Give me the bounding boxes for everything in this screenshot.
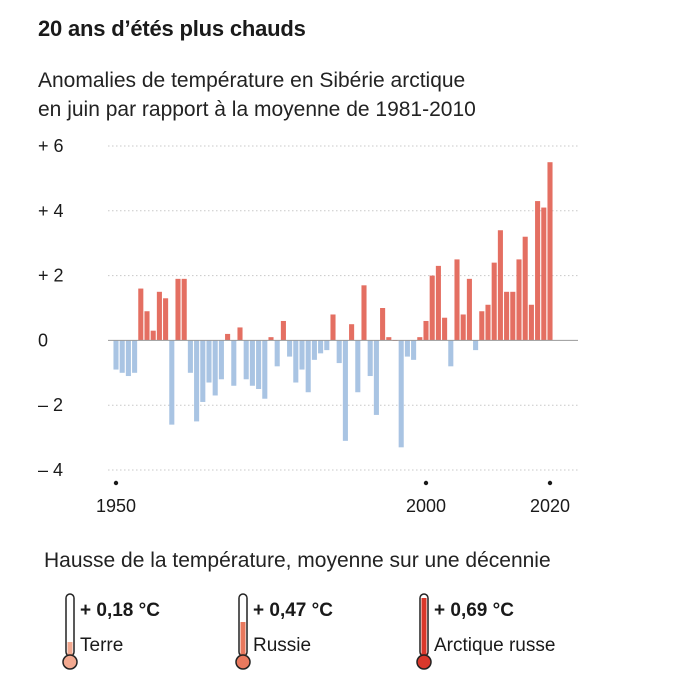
bar [156, 291, 162, 341]
bar [274, 340, 280, 367]
bar [479, 311, 485, 341]
bar [280, 320, 286, 341]
bar [367, 340, 373, 377]
bar [404, 340, 410, 357]
bar [516, 259, 522, 341]
bar [256, 340, 262, 389]
bar [504, 291, 510, 341]
bar [522, 236, 528, 341]
x-tick-mark [423, 480, 429, 486]
bar [237, 327, 243, 341]
legend-title: Hausse de la température, moyenne sur un… [44, 549, 551, 572]
legend-label: Russie [253, 635, 312, 656]
y-tick-label: 0 [38, 330, 48, 350]
bar-chart: + 6 + 4 + 2 0 – 2 – 4 1950 2000 2020 [38, 136, 578, 516]
bar [528, 304, 534, 341]
bar [268, 337, 274, 341]
bar [150, 330, 156, 341]
x-tick-label: 1950 [96, 496, 136, 516]
bar [417, 337, 423, 341]
bar [442, 317, 448, 341]
bar [318, 340, 324, 354]
bar [460, 314, 466, 341]
bar [342, 340, 348, 441]
bar [448, 340, 454, 367]
legend-value: + 0,69 °C [434, 600, 514, 621]
bar [349, 324, 355, 341]
bar [324, 340, 330, 351]
bar [125, 340, 131, 377]
bar [169, 340, 175, 425]
bar [225, 333, 231, 341]
legend-label: Arctique russe [434, 635, 556, 656]
x-tick-mark [113, 480, 119, 486]
bar [231, 340, 237, 386]
bar [373, 340, 379, 415]
bar [485, 304, 491, 341]
bar [497, 230, 503, 341]
legend-value: + 0,47 °C [253, 600, 333, 621]
bar [466, 278, 472, 341]
thermometer-icon [416, 593, 432, 670]
bar [547, 162, 553, 341]
bar [194, 340, 200, 422]
bar [200, 340, 206, 402]
bar [454, 259, 460, 341]
bar [299, 340, 305, 370]
chart-title: 20 ans d’étés plus chauds [38, 16, 306, 41]
thermometer-icon [235, 593, 251, 670]
bar [386, 337, 392, 341]
bar [113, 340, 119, 370]
y-tick-label: – 2 [38, 395, 63, 415]
bar [491, 262, 497, 341]
bar [541, 207, 547, 341]
bar [305, 340, 311, 393]
bar [218, 340, 224, 380]
bar [132, 340, 138, 373]
x-tick-mark [547, 480, 553, 486]
bar [249, 340, 255, 386]
bar [535, 201, 541, 341]
bar [411, 340, 417, 360]
bar [380, 308, 386, 341]
legend-value: + 0,18 °C [80, 600, 160, 621]
bar [355, 340, 361, 393]
y-tick-label: + 2 [38, 266, 64, 286]
bar [243, 340, 249, 380]
bar [429, 275, 435, 341]
bar [287, 340, 293, 357]
bar [206, 340, 212, 383]
y-tick-label: + 4 [38, 201, 64, 221]
bar [311, 340, 317, 360]
subtitle-line-1: Anomalies de température en Sibérie arct… [38, 69, 466, 92]
x-tick-label: 2020 [530, 496, 570, 516]
bar [473, 340, 479, 351]
bar [510, 291, 516, 341]
bar [423, 320, 429, 341]
bar [144, 311, 150, 341]
bar [262, 340, 268, 399]
chart-subtitle: Anomalies de température en Sibérie arct… [38, 66, 638, 124]
y-tick-label: + 6 [38, 136, 64, 156]
y-tick-label: – 4 [38, 460, 63, 480]
x-tick-label: 2000 [406, 496, 446, 516]
bar [187, 340, 193, 373]
bar [138, 288, 144, 341]
bar [435, 265, 441, 341]
bar [336, 340, 342, 364]
bar [119, 340, 125, 373]
bar [398, 340, 404, 448]
thermometer-icon [62, 593, 78, 670]
legend-label: Terre [80, 635, 124, 656]
subtitle-line-2: en juin par rapport à la moyenne de 1981… [38, 98, 476, 121]
bar [361, 285, 367, 341]
bar [175, 278, 181, 341]
bar [163, 298, 169, 341]
bar [212, 340, 218, 396]
bar [181, 278, 187, 341]
bar [330, 314, 336, 341]
bar [293, 340, 299, 383]
